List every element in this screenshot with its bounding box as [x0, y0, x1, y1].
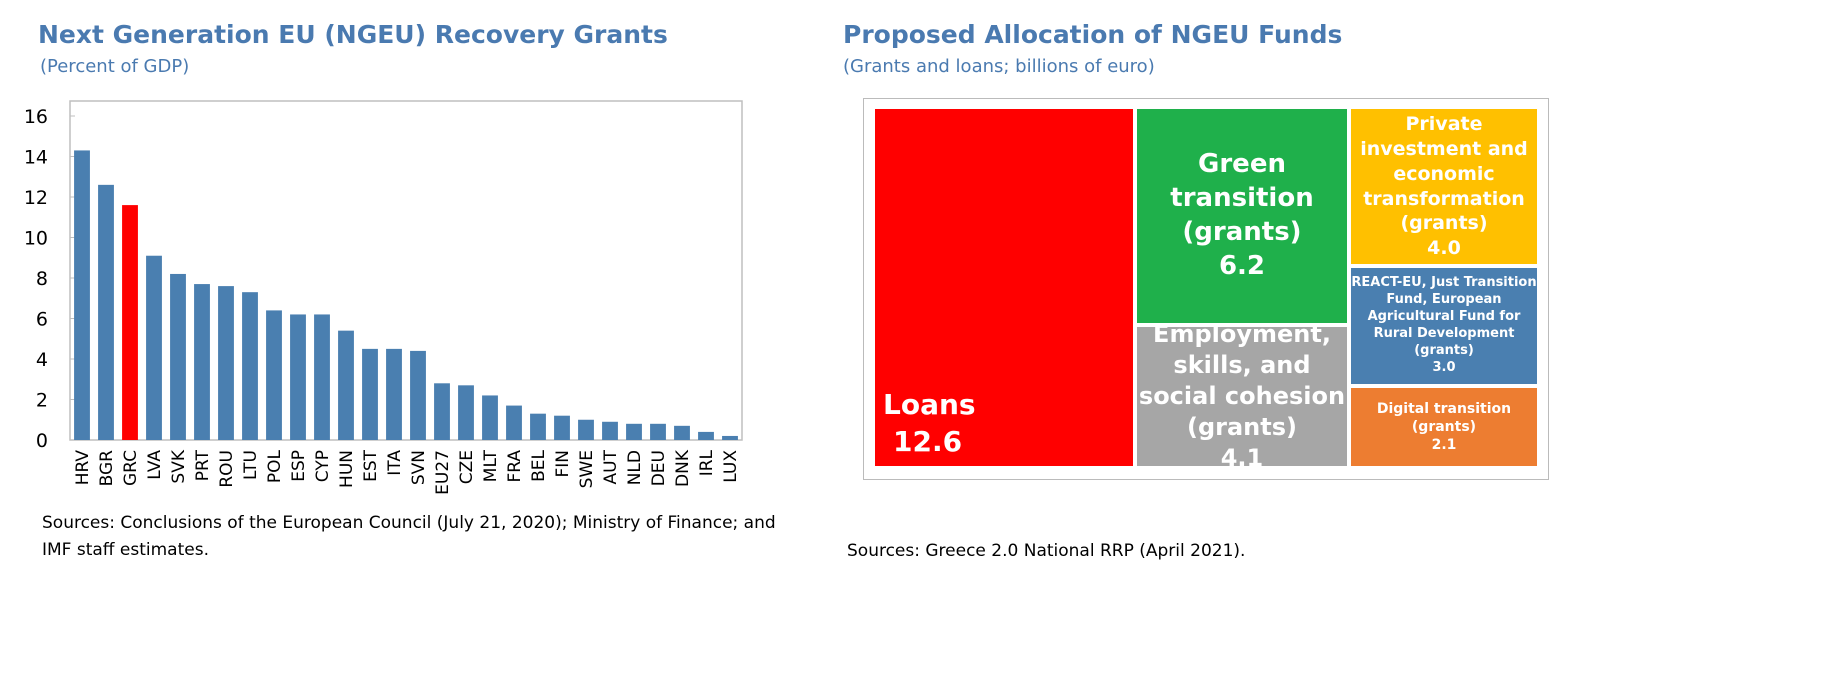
x-tick-label: DEU	[649, 450, 669, 486]
bar-HUN	[338, 330, 354, 440]
x-tick-label: NLD	[625, 450, 645, 485]
tile-value: 2.1	[1431, 437, 1457, 454]
treemap-tile: Green transition (grants) 6.2	[1135, 107, 1349, 325]
x-tick-label: POL	[265, 449, 285, 483]
bar-SVK	[170, 273, 186, 440]
bar-DNK	[674, 425, 690, 440]
y-tick-label: 12	[24, 187, 48, 209]
x-tick-label: EU27	[433, 450, 453, 495]
bar-HRV	[74, 150, 90, 441]
x-tick-label: GRC	[121, 450, 141, 486]
bar-MLT	[482, 395, 498, 440]
x-tick-label: EST	[361, 449, 381, 482]
x-tick-label: PRT	[193, 449, 213, 481]
y-tick-label: 10	[24, 228, 48, 250]
bar-EST	[362, 348, 378, 440]
treemap-tile: REACT-EU, Just Transition Fund, European…	[1349, 266, 1539, 386]
bar-BEL	[530, 413, 546, 440]
bar-chart-subtitle: (Percent of GDP)	[40, 56, 190, 77]
x-tick-label: BGR	[97, 450, 117, 487]
x-tick-label: SVK	[169, 449, 189, 483]
x-tick-label: SVN	[409, 450, 429, 485]
treemap-frame	[863, 98, 1549, 480]
x-tick-label: CZE	[457, 450, 477, 484]
x-tick-label: FRA	[505, 450, 525, 483]
x-tick-label: LVA	[145, 450, 165, 480]
x-tick-label: IRL	[697, 449, 717, 476]
treemap-tile: Digital transition (grants) 2.1	[1349, 386, 1539, 468]
y-tick-label: 16	[24, 106, 48, 128]
y-tick-label: 4	[36, 349, 48, 371]
bar-chart-source: Sources: Conclusions of the European Cou…	[42, 513, 776, 560]
y-tick-label: 6	[36, 309, 48, 331]
bar-SWE	[578, 419, 594, 440]
bar-EU27	[434, 383, 450, 440]
tile-label: Digital transition (grants)	[1376, 400, 1512, 435]
bar-LVA	[146, 255, 162, 440]
bar-SVN	[410, 350, 426, 440]
bar-LUX	[722, 435, 738, 440]
x-tick-label: MLT	[481, 449, 501, 482]
bar-ROU	[218, 286, 234, 440]
x-tick-label: ROU	[217, 450, 237, 488]
treemap-tile: Private investment and economic transfor…	[1349, 107, 1539, 266]
tile-label: Loans	[883, 388, 976, 422]
tile-label: Private investment and economic transfor…	[1360, 113, 1528, 235]
x-tick-label: LUX	[721, 450, 741, 483]
bar-CYP	[314, 314, 330, 440]
y-tick-label: 14	[24, 147, 48, 169]
x-tick-label: HRV	[73, 450, 93, 486]
tile-value: 4.1	[1220, 444, 1264, 473]
bar-AUT	[602, 421, 618, 440]
bar-BGR	[98, 184, 114, 440]
tile-value: 6.2	[1218, 250, 1266, 281]
x-tick-label: AUT	[601, 449, 621, 484]
treemap-tile: Employment, skills, and social cohesion …	[1135, 320, 1349, 472]
x-tick-label: BEL	[529, 449, 549, 481]
bar-FIN	[554, 415, 570, 440]
bar-NLD	[626, 423, 642, 440]
x-tick-label: LTU	[241, 450, 261, 480]
x-tick-label: HUN	[337, 450, 357, 488]
treemap-source: Sources: Greece 2.0 National RRP (April …	[847, 541, 1246, 561]
bar-PRT	[194, 284, 210, 440]
x-tick-label: ESP	[289, 450, 309, 482]
tile-value: 12.6	[893, 424, 963, 458]
treemap-subtitle: (Grants and loans; billions of euro)	[843, 56, 1155, 77]
bar-FRA	[506, 405, 522, 440]
y-tick-label: 0	[36, 430, 48, 452]
tile-label: REACT-EU, Just Transition Fund, European…	[1351, 275, 1537, 358]
bar-chart-title: Next Generation EU (NGEU) Recovery Grant…	[38, 20, 668, 49]
x-tick-label: CYP	[313, 450, 333, 482]
bar-chart: 0 2 4 6 8 10 12 14 16 HRV BGR GRC LVA SVK PRT ROU LTU POL…	[24, 100, 743, 495]
tile-label: Green transition (grants)	[1170, 149, 1314, 247]
tile-label: Employment, skills, and social cohesion …	[1138, 319, 1346, 442]
x-tick-label: ITA	[385, 450, 405, 476]
bar-DEU	[650, 423, 666, 440]
bar-ITA	[386, 348, 402, 440]
bar-GRC	[122, 205, 138, 440]
bar-IRL	[698, 431, 714, 440]
bar-ESP	[290, 314, 306, 440]
bar-POL	[266, 310, 282, 440]
x-tick-label: SWE	[577, 450, 597, 488]
y-tick-label: 8	[36, 268, 48, 290]
x-tick-label: DNK	[673, 449, 693, 487]
tile-value: 3.0	[1432, 359, 1456, 375]
treemap-title: Proposed Allocation of NGEU Funds	[843, 20, 1343, 49]
bar-CZE	[458, 385, 474, 440]
x-tick-label: FIN	[553, 450, 573, 478]
y-tick-label: 2	[36, 390, 48, 412]
treemap-tile: Loans 12.6	[873, 107, 1135, 468]
plot-frame	[69, 100, 743, 441]
tile-value: 4.0	[1427, 236, 1461, 259]
bar-LTU	[242, 292, 258, 440]
